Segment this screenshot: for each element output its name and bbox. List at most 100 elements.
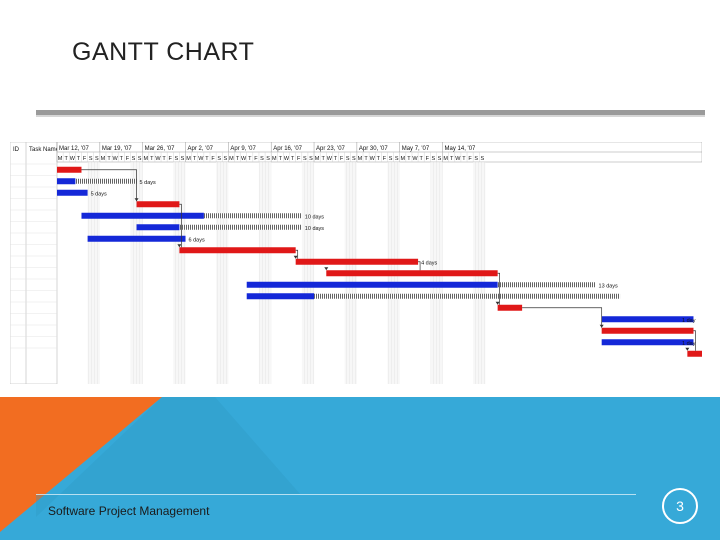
- task-bar: [136, 201, 180, 208]
- dependency-arrow: [497, 272, 500, 305]
- day-label: F: [340, 156, 344, 162]
- slide-title: GANTT CHART: [72, 38, 255, 66]
- page-number: 3: [662, 488, 698, 524]
- title-divider-shadow: [36, 115, 705, 117]
- day-label: F: [468, 156, 472, 162]
- week-label: Apr 2, '07: [188, 146, 214, 152]
- footer-divider: [36, 494, 636, 495]
- day-label: W: [70, 156, 76, 162]
- day-label: T: [150, 156, 154, 162]
- day-label: W: [198, 156, 204, 162]
- day-label: S: [175, 156, 179, 162]
- gantt-chart: ID Task Name Mar 12, '07 M T W T F S S Mar 19, '07…: [10, 142, 702, 384]
- dependency-arrow: [81, 169, 137, 202]
- day-label: S: [438, 156, 442, 162]
- day-label: M: [358, 156, 363, 162]
- day-label: W: [155, 156, 161, 162]
- day-label: W: [455, 156, 461, 162]
- baseline-bar: [246, 281, 498, 288]
- day-label: M: [229, 156, 234, 162]
- day-label: S: [346, 156, 350, 162]
- day-label: T: [291, 156, 295, 162]
- baseline-bar: [57, 178, 76, 185]
- day-label: T: [205, 156, 209, 162]
- baseline-bar: [81, 212, 204, 219]
- day-label: T: [419, 156, 423, 162]
- baseline-bar: [246, 293, 315, 300]
- day-label: W: [327, 156, 333, 162]
- task-bar: [295, 258, 419, 265]
- day-label: S: [95, 156, 99, 162]
- day-label: S: [132, 156, 136, 162]
- duration-label: 1 day: [682, 318, 696, 324]
- task-bar: [497, 304, 523, 311]
- weekend-column: [173, 162, 186, 384]
- footer-title: Software Project Management: [48, 504, 210, 518]
- day-label: T: [77, 156, 81, 162]
- slack-bar: [75, 178, 137, 184]
- day-label: T: [334, 156, 338, 162]
- day-label: T: [322, 156, 326, 162]
- baseline-bar: [87, 235, 186, 242]
- day-label: T: [279, 156, 283, 162]
- week-label: Apr 30, '07: [359, 146, 388, 152]
- day-label: M: [186, 156, 191, 162]
- day-label: M: [143, 156, 148, 162]
- day-label: T: [407, 156, 411, 162]
- day-label: S: [389, 156, 393, 162]
- day-label: T: [377, 156, 381, 162]
- day-label: F: [83, 156, 87, 162]
- week-label: May 7, '07: [402, 146, 430, 152]
- day-label: T: [162, 156, 166, 162]
- task-bar: [687, 350, 702, 357]
- arrow-head: [324, 267, 329, 271]
- day-label: T: [248, 156, 252, 162]
- duration-label: 10 days: [305, 226, 325, 232]
- baseline-bar: [601, 316, 694, 323]
- week-label: May 14, '07: [445, 146, 476, 152]
- day-label: F: [254, 156, 258, 162]
- day-label: W: [284, 156, 290, 162]
- week-label: Apr 23, '07: [316, 146, 345, 152]
- day-label: S: [260, 156, 264, 162]
- day-label: F: [169, 156, 173, 162]
- slack-bar: [497, 282, 596, 288]
- day-label: S: [481, 156, 485, 162]
- dependency-arrow: [418, 261, 421, 271]
- dependency-arrow: [179, 203, 182, 248]
- week-label: Mar 26, '07: [145, 146, 175, 152]
- slack-bar: [179, 224, 302, 230]
- day-label: S: [217, 156, 221, 162]
- arrow-head: [177, 244, 182, 248]
- footer-orange-shape: [0, 397, 162, 532]
- day-label: W: [370, 156, 376, 162]
- baseline-bar: [601, 339, 694, 346]
- day-label: F: [383, 156, 387, 162]
- week-label: Mar 12, '07: [59, 146, 89, 152]
- column-header-id: ID: [13, 147, 20, 153]
- duration-label: 1 day: [682, 341, 696, 347]
- dependency-arrow: [295, 249, 299, 259]
- day-label: S: [181, 156, 185, 162]
- day-label: F: [211, 156, 215, 162]
- day-label: M: [315, 156, 320, 162]
- day-label: W: [241, 156, 247, 162]
- week-label: Mar 19, '07: [102, 146, 132, 152]
- day-label: S: [223, 156, 227, 162]
- day-label: T: [462, 156, 466, 162]
- day-label: F: [426, 156, 430, 162]
- day-label: T: [193, 156, 197, 162]
- day-label: S: [352, 156, 356, 162]
- duration-label: 13 days: [599, 283, 619, 289]
- baseline-bar: [57, 189, 88, 196]
- duration-label: 6 days: [189, 237, 205, 243]
- title-divider: [36, 110, 705, 115]
- day-label: M: [101, 156, 106, 162]
- day-label: M: [443, 156, 448, 162]
- day-label: T: [450, 156, 454, 162]
- footer-band: [0, 397, 720, 540]
- day-label: S: [432, 156, 436, 162]
- day-label: T: [120, 156, 124, 162]
- day-label: W: [412, 156, 418, 162]
